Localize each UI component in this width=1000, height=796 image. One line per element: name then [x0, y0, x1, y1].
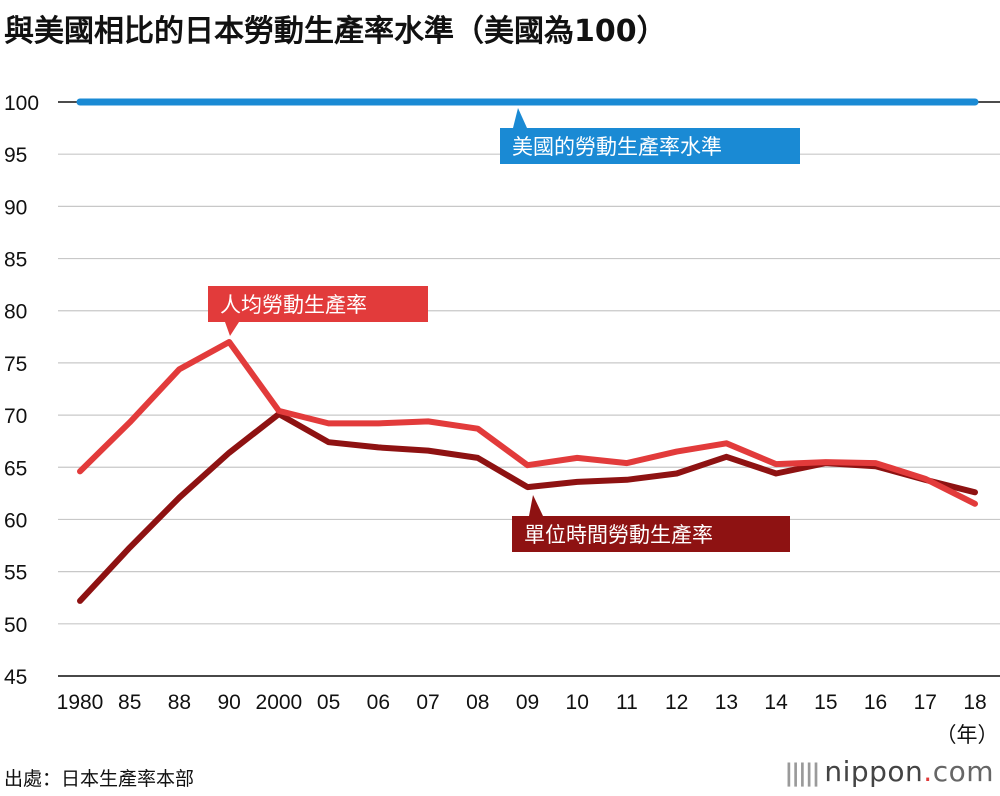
y-tick-label: 90 [4, 196, 27, 219]
y-tick-label: 55 [4, 562, 27, 585]
y-tick-label: 75 [4, 353, 27, 376]
callout-0: 美國的勞動生產率水準 [500, 108, 800, 164]
y-tick-label: 45 [4, 666, 27, 689]
series-line-1 [77, 339, 978, 507]
x-tick-label: 11 [616, 691, 638, 714]
series-label: 單位時間勞動生產率 [524, 523, 713, 547]
x-tick-label: 13 [715, 691, 738, 714]
series-line-2 [77, 411, 978, 604]
x-tick-label: 07 [416, 691, 439, 714]
x-tick-label: 1980 [57, 691, 104, 714]
x-axis-unit-label: （年） [936, 724, 999, 747]
chart-title: 與美國相比的日本勞動生產率水準（美國為100） [4, 14, 667, 49]
grid-lines [58, 101, 1000, 677]
x-tick-label: 10 [566, 691, 589, 714]
logo-bars-icon: ||||| [784, 759, 821, 787]
x-tick-label: 90 [217, 691, 240, 714]
source-note: 出處：日本生產率本部 [4, 768, 195, 790]
x-tick-label: 15 [814, 691, 837, 714]
y-tick-label: 60 [4, 509, 27, 532]
y-tick-label: 80 [4, 301, 27, 324]
callout-2: 單位時間勞動生產率 [512, 495, 790, 552]
logo-dot: . [923, 755, 933, 788]
series-label: 美國的勞動生產率水準 [512, 135, 722, 159]
x-tick-label: 17 [914, 691, 937, 714]
x-tick-label: 85 [118, 691, 141, 714]
logo-name: nippon [824, 755, 924, 788]
x-tick-label: 06 [367, 691, 390, 714]
x-tick-label: 05 [317, 691, 340, 714]
logo-tld: com [932, 755, 994, 788]
x-tick-label: 18 [963, 691, 986, 714]
x-tick-label: 2000 [256, 691, 303, 714]
x-tick-label: 16 [864, 691, 887, 714]
x-tick-label: 09 [516, 691, 539, 714]
y-tick-label: 95 [4, 144, 27, 167]
y-tick-label: 65 [4, 457, 27, 480]
callout-pointer [225, 322, 239, 336]
callout-pointer [529, 495, 543, 516]
x-tick-label: 08 [466, 691, 489, 714]
x-tick-label: 14 [764, 691, 788, 714]
y-tick-label: 85 [4, 249, 27, 272]
y-tick-label: 50 [4, 614, 27, 637]
nippon-logo: ||||| nippon.com [785, 755, 995, 788]
x-axis-ticks: 1980 85 88 90 2000 05 06 07 08 09 10 11 12 13 14 15 16 17… [57, 691, 987, 714]
callout-box [208, 286, 428, 322]
x-tick-label: 12 [665, 691, 688, 714]
callout-1: 人均勞動生產率 [208, 286, 428, 336]
y-tick-label: 100 [4, 92, 39, 115]
callout-box [500, 128, 800, 164]
callout-box [512, 516, 790, 552]
x-tick-label: 88 [168, 691, 191, 714]
y-tick-label: 70 [4, 405, 27, 428]
y-axis-ticks: 45 50 55 60 65 70 75 80 85 90 95 100 [4, 92, 39, 689]
callout-pointer [513, 108, 527, 128]
series-lines [76, 98, 979, 604]
series-label: 人均勞動生產率 [220, 293, 367, 317]
